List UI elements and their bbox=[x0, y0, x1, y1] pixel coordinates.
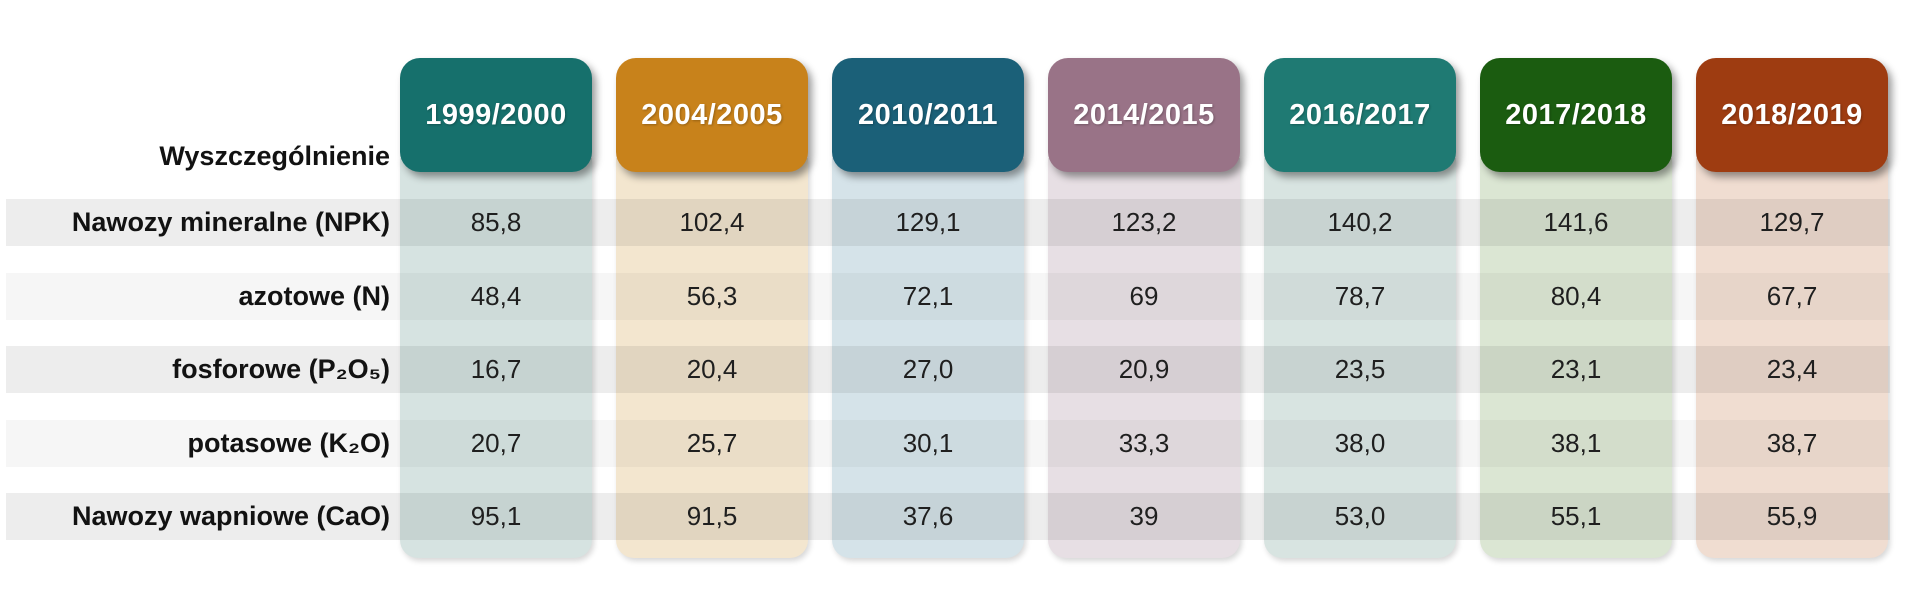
value-cell: 48,4 bbox=[470, 281, 522, 311]
value-cell: 20,9 bbox=[1118, 354, 1170, 384]
column-tint bbox=[1696, 158, 1888, 558]
column-tint bbox=[616, 158, 808, 558]
row-band bbox=[6, 493, 1890, 540]
value-cell: 78,7 bbox=[1334, 281, 1386, 311]
value-cell: 129,1 bbox=[895, 207, 961, 237]
value-cell: 23,4 bbox=[1766, 354, 1818, 384]
value-cell: 67,7 bbox=[1766, 281, 1818, 311]
row-label: fosforowe (P₂O₅) bbox=[172, 354, 390, 384]
year-column-header: 2014/2015 bbox=[1048, 58, 1240, 172]
year-column-header-label: 2004/2005 bbox=[641, 98, 783, 131]
row-label: Nawozy mineralne (NPK) bbox=[71, 207, 390, 237]
corner-label: Wyszczególnienie bbox=[159, 141, 390, 171]
value-cell: 27,0 bbox=[902, 354, 954, 384]
year-column-header-label: 2010/2011 bbox=[858, 98, 998, 131]
value-cell: 23,1 bbox=[1550, 354, 1602, 384]
column-tint bbox=[400, 158, 592, 558]
year-column-header-label: 2017/2018 bbox=[1505, 98, 1647, 131]
value-cell: 33,3 bbox=[1118, 428, 1170, 458]
value-cell: 55,9 bbox=[1766, 501, 1818, 531]
column-tint bbox=[1264, 158, 1456, 558]
value-cell: 20,7 bbox=[470, 428, 522, 458]
year-column-header-label: 2018/2019 bbox=[1721, 98, 1863, 131]
value-cell: 123,2 bbox=[1111, 207, 1177, 237]
year-column-header: 2016/2017 bbox=[1264, 58, 1456, 172]
value-cell: 38,1 bbox=[1550, 428, 1602, 458]
year-column-header-label: 2016/2017 bbox=[1289, 98, 1431, 131]
value-cell: 129,7 bbox=[1759, 207, 1825, 237]
column-tint bbox=[1480, 158, 1672, 558]
row-label: Nawozy wapniowe (CaO) bbox=[71, 501, 390, 531]
row-band bbox=[6, 346, 1890, 393]
value-cell: 80,4 bbox=[1550, 281, 1602, 311]
row-label: potasowe (K₂O) bbox=[187, 428, 391, 458]
value-cell: 20,4 bbox=[686, 354, 738, 384]
value-cell: 55,1 bbox=[1550, 501, 1602, 531]
column-tint bbox=[832, 158, 1024, 558]
year-column-header-label: 1999/2000 bbox=[425, 98, 567, 131]
row-band bbox=[6, 199, 1890, 246]
value-cell: 95,1 bbox=[470, 501, 522, 531]
value-cell: 37,6 bbox=[902, 501, 954, 531]
value-cell: 56,3 bbox=[686, 281, 738, 311]
value-cell: 91,5 bbox=[686, 501, 738, 531]
year-column-header: 1999/2000 bbox=[400, 58, 592, 172]
value-cell: 38,0 bbox=[1334, 428, 1386, 458]
value-cell: 16,7 bbox=[470, 354, 522, 384]
year-column-header: 2018/2019 bbox=[1696, 58, 1888, 172]
value-cell: 85,8 bbox=[470, 207, 522, 237]
value-cell: 30,1 bbox=[902, 428, 954, 458]
value-cell: 38,7 bbox=[1766, 428, 1818, 458]
value-cell: 69 bbox=[1129, 281, 1159, 311]
value-cell: 140,2 bbox=[1327, 207, 1393, 237]
value-cell: 53,0 bbox=[1334, 501, 1386, 531]
value-cell: 23,5 bbox=[1334, 354, 1386, 384]
value-cell: 72,1 bbox=[902, 281, 954, 311]
value-cell: 141,6 bbox=[1543, 207, 1609, 237]
year-column-header-label: 2014/2015 bbox=[1073, 98, 1215, 131]
year-column-header: 2010/2011 bbox=[832, 58, 1024, 172]
row-label: azotowe (N) bbox=[238, 281, 391, 311]
value-cell: 39 bbox=[1129, 501, 1159, 531]
year-column-header: 2004/2005 bbox=[616, 58, 808, 172]
value-cell: 102,4 bbox=[679, 207, 745, 237]
value-cell: 25,7 bbox=[686, 428, 738, 458]
year-column-header: 2017/2018 bbox=[1480, 58, 1672, 172]
column-tint bbox=[1048, 158, 1240, 558]
